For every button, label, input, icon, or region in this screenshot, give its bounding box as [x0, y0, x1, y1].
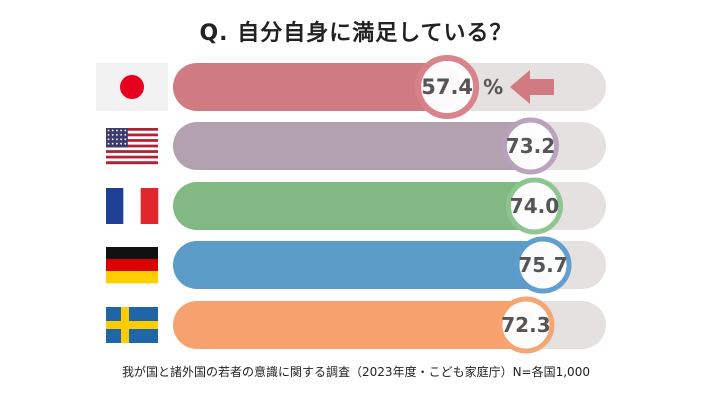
usa-flag-stripe — [106, 130, 158, 134]
usa-flag-stripe — [106, 144, 158, 148]
usa-flag-stripe — [106, 128, 158, 131]
germany-flag-band — [106, 259, 158, 272]
bar — [173, 241, 554, 289]
usa-flag-stripe — [106, 150, 158, 154]
japan-flag — [96, 63, 168, 111]
france-flag-band — [140, 188, 159, 224]
bar-row: 75.7 — [106, 236, 606, 294]
usa-flag-star — [120, 138, 122, 141]
usa-flag-stripe — [106, 152, 158, 156]
germany-flag-band — [106, 247, 158, 260]
usa-flag-stripe — [106, 158, 158, 162]
bar-row: 74.0 — [106, 177, 606, 235]
chart-title: Q. 自分自身に満足している？ — [199, 21, 513, 46]
data-label: 72.3 — [501, 313, 550, 337]
usa-flag-star — [107, 134, 110, 136]
germany-flag — [106, 247, 158, 284]
usa-flag-canton — [106, 128, 128, 148]
source-note: 我が国と諸外国の若者の意識に関する調査（2023年度・こども家庭庁）N=各国1,… — [122, 365, 590, 379]
bar-row: 57.4% — [96, 55, 606, 119]
usa-flag-star — [124, 129, 127, 132]
bar — [173, 63, 462, 111]
usa-flag-star — [124, 134, 127, 136]
usa-flag-stripe — [106, 161, 158, 165]
value-ring — [415, 55, 480, 119]
usa-flag — [106, 128, 158, 165]
japan-flag-disc — [120, 75, 144, 99]
value-ring — [505, 177, 563, 235]
usa-flag-stripe — [106, 136, 158, 140]
bar-row: 72.3 — [106, 296, 606, 354]
usa-flag-star — [107, 142, 110, 145]
value-ring — [501, 117, 559, 175]
usa-flag-stripe — [106, 141, 158, 145]
usa-flag-stripe — [106, 147, 158, 151]
sweden-flag-cross-h — [106, 321, 158, 329]
usa-flag-star — [120, 142, 122, 145]
usa-flag-stripe — [106, 133, 158, 137]
bar-row: 73.2 — [106, 117, 606, 175]
bar — [173, 301, 536, 349]
usa-flag-star — [116, 142, 118, 145]
usa-flag-star — [111, 129, 114, 132]
usa-flag-star — [116, 138, 118, 141]
usa-flag-star — [124, 138, 127, 141]
sweden-flag — [106, 307, 158, 343]
usa-flag-star — [124, 142, 127, 145]
usa-flag-star — [120, 134, 122, 136]
usa-flag-star — [111, 138, 114, 141]
france-flag — [106, 188, 159, 224]
usa-flag-star — [107, 129, 110, 132]
usa-flag-stripe — [106, 155, 158, 159]
data-label: 75.7 — [518, 253, 567, 277]
data-label: 74.0 — [510, 194, 559, 218]
value-ring — [497, 296, 555, 354]
data-label: 57.4 — [421, 75, 473, 99]
usa-flag-star — [111, 134, 114, 136]
unit-label: % — [483, 75, 503, 99]
usa-flag-star — [120, 129, 122, 132]
bar — [173, 182, 545, 230]
bar — [173, 122, 541, 170]
value-ring — [514, 236, 572, 294]
arrow-left-icon — [510, 70, 554, 104]
usa-flag-star — [111, 142, 114, 145]
france-flag-band — [106, 188, 124, 224]
usa-flag-star — [107, 138, 110, 141]
usa-flag-stripe — [106, 139, 158, 143]
germany-flag-band — [106, 271, 158, 284]
data-label: 73.2 — [506, 134, 555, 158]
france-flag-band — [123, 188, 141, 224]
usa-flag-star — [116, 134, 118, 136]
usa-flag-star — [116, 129, 118, 132]
